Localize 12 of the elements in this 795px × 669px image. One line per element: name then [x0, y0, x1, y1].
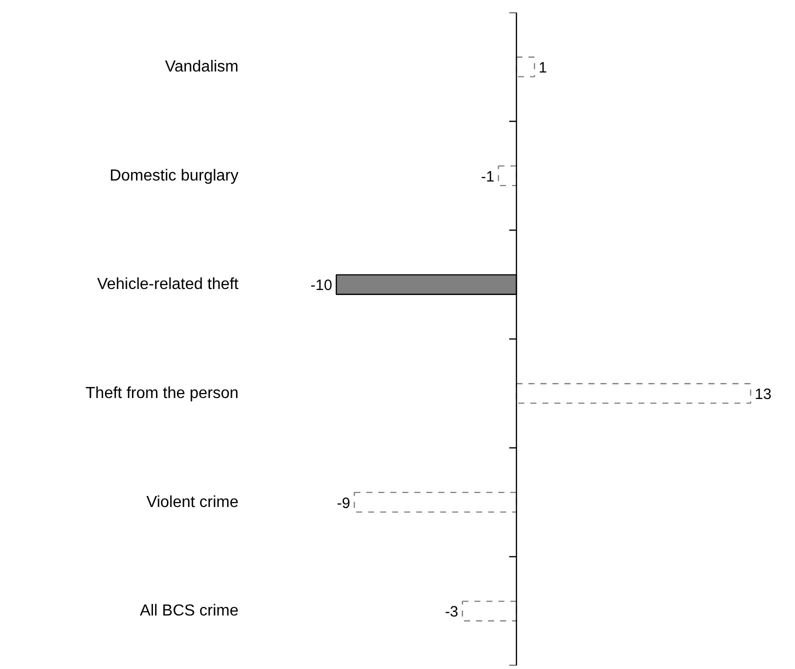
- data-label: 1: [538, 59, 547, 76]
- data-label: -3: [444, 604, 458, 621]
- y-tick-label: All BCS crime: [140, 602, 239, 620]
- y-tick-label: Vehicle-related theft: [97, 276, 240, 294]
- data-label: -9: [336, 494, 350, 512]
- data-label: 13: [754, 386, 772, 403]
- y-tick-label: Theft from the person: [86, 384, 239, 402]
- y-tick-label: Vandalism: [164, 58, 238, 76]
- data-label: -10: [310, 277, 332, 294]
- y-tick-label: Violent crime: [146, 494, 239, 511]
- y-tick-label: Domestic burglary: [110, 167, 239, 184]
- data-label: -1: [480, 168, 494, 186]
